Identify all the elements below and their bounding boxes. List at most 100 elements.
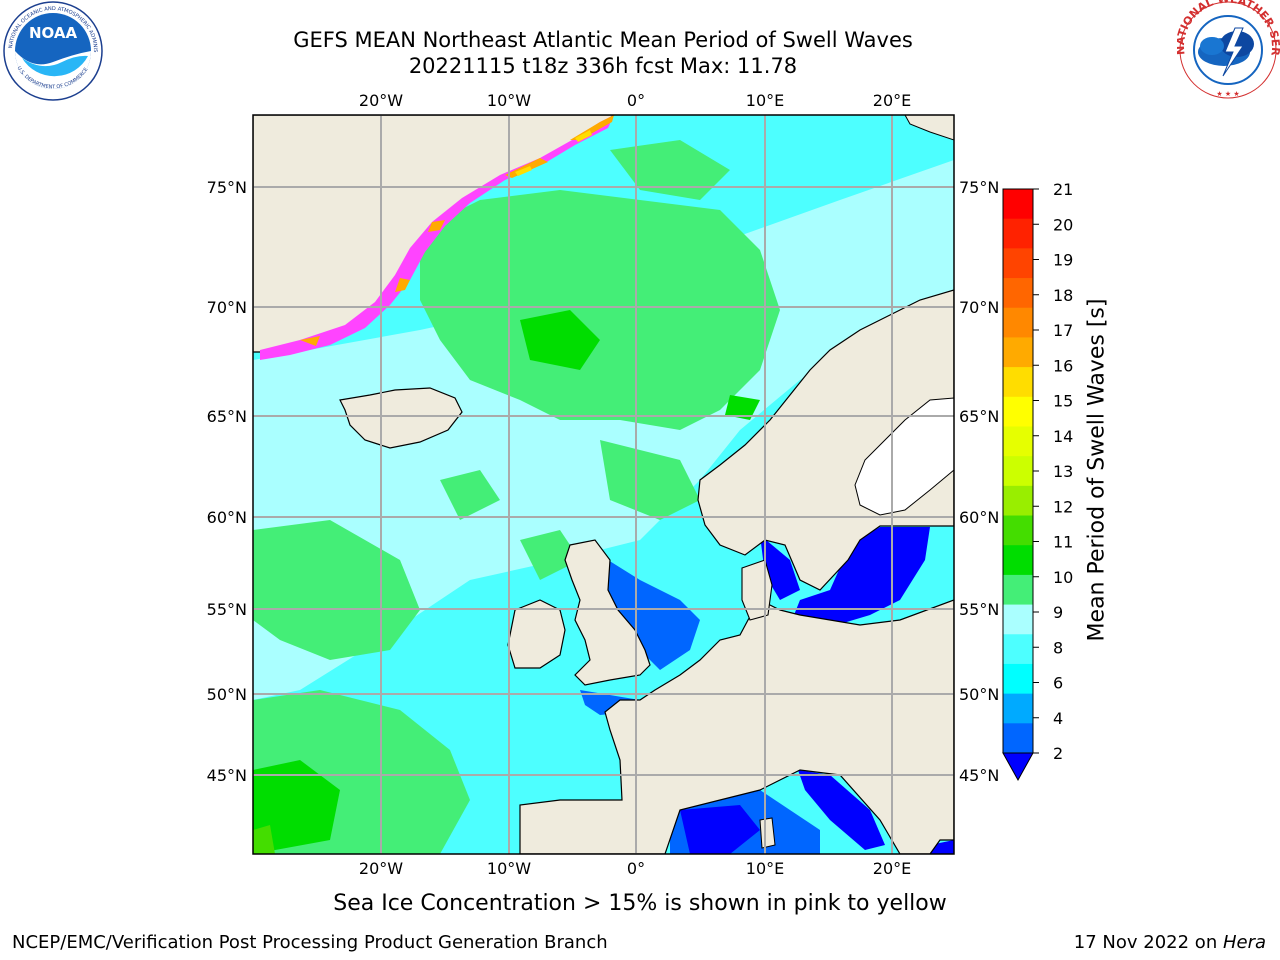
top-longitude-labels: 20°W 10°W 0° 10°E 20°E: [359, 91, 911, 110]
gridlines: [253, 115, 954, 854]
colorbar-segment: [1003, 574, 1033, 606]
lon-label: 10°W: [487, 859, 531, 878]
lon-label: 0°: [627, 859, 645, 878]
swell-10-11s-region: [520, 310, 600, 370]
swell-10-11s-region: [253, 760, 340, 854]
lat-label: 65°N: [959, 407, 999, 426]
colorbar-tick-label: 14: [1053, 427, 1073, 446]
sea-ice-note: Sea Ice Concentration > 15% is shown in …: [333, 891, 947, 916]
svg-text:★ ★ ★: ★ ★ ★: [1216, 90, 1239, 98]
colorbar-segment: [1003, 218, 1033, 249]
chart-subtitle: 20221115 t18z 336h fcst Max: 11.78: [408, 54, 798, 78]
footer-date: 17 Nov 2022 on Hera: [1074, 932, 1266, 954]
swell-0-2s-region: [680, 805, 760, 854]
swell-9-10s-region: [440, 470, 500, 520]
swell-10-11s-region: [725, 395, 760, 420]
lat-label: 45°N: [959, 766, 999, 785]
footer-host: Hera: [1222, 932, 1266, 953]
lon-label: 20°W: [359, 859, 403, 878]
footer-credit: NCEP/EMC/Verification Post Processing Pr…: [12, 932, 608, 953]
land-svalbard: [904, 115, 954, 141]
map-area: [253, 115, 954, 854]
lat-label: 70°N: [207, 298, 247, 317]
colorbar-tick-label: 13: [1053, 462, 1073, 481]
swell-9-10s-region: [520, 530, 580, 580]
national-weather-service-logo-icon: NATIONAL WEATHER SERVICE ★ ★ ★: [1177, 0, 1280, 99]
lat-label: 55°N: [207, 600, 247, 619]
noaa-logo-icon: NOAA NATIONAL OCEANIC AND ATMOSPHERIC AD…: [2, 0, 103, 101]
land-great-britain: [564, 539, 651, 686]
lat-label: 50°N: [207, 685, 247, 704]
lat-label: 50°N: [959, 685, 999, 704]
lat-label: 55°N: [959, 600, 999, 619]
colorbar-segment: [1003, 367, 1033, 398]
swell-0-2s-region: [798, 770, 885, 850]
colorbar-tick-label: 6: [1053, 674, 1063, 693]
right-latitude-labels: 75°N 70°N 65°N 60°N 55°N 50°N 45°N: [959, 178, 999, 785]
colorbar-segment: [1003, 189, 1033, 220]
lat-label: 60°N: [207, 508, 247, 527]
colorbar-label: Mean Period of Swell Waves [s]: [1084, 298, 1110, 642]
lon-label: 20°E: [873, 91, 911, 110]
colorbar-segment: [1003, 723, 1033, 754]
colorbar-tick-label: 19: [1053, 251, 1073, 270]
colorbar-segment: [1003, 426, 1033, 457]
lat-label: 70°N: [959, 298, 999, 317]
colorbar-segment: [1003, 307, 1033, 338]
land-iceland: [339, 387, 463, 449]
lon-label: 20°W: [359, 91, 403, 110]
colorbar-segment: [1003, 485, 1033, 517]
colorbar-tick-label: 8: [1053, 638, 1063, 657]
colorbar-tick-label: 17: [1053, 321, 1073, 340]
swell-9-10s-region: [610, 140, 730, 200]
colorbar-segment: [1003, 515, 1033, 546]
colorbar-segment: [1003, 663, 1033, 695]
lon-label: 10°E: [746, 859, 784, 878]
svg-text:NOAA: NOAA: [29, 24, 78, 42]
colorbar-segment: [1003, 693, 1033, 724]
colorbar-segment: [1003, 396, 1033, 427]
swell-9-10s-region: [253, 520, 420, 660]
colorbar-segment: [1003, 278, 1033, 309]
colorbar-tick-label: 18: [1053, 286, 1073, 305]
land-corsica: [759, 817, 776, 849]
lat-label: 60°N: [959, 508, 999, 527]
colorbar-tick-label: 20: [1053, 215, 1073, 234]
colorbar-tick-label: 4: [1053, 709, 1063, 728]
colorbar-segment: [1003, 604, 1033, 635]
colorbar-tick-label: 21: [1053, 180, 1073, 199]
colorbar-segment: [1003, 248, 1033, 279]
colorbar-tick-label: 10: [1053, 568, 1073, 587]
colorbar-segment: [1003, 456, 1033, 487]
swell-2-4s-region: [605, 560, 700, 670]
colorbar-segment: [1003, 337, 1033, 368]
lon-label: 10°E: [746, 91, 784, 110]
bottom-longitude-labels: 20°W 10°W 0° 10°E 20°E: [359, 859, 911, 878]
colorbar-tick-label: 9: [1053, 603, 1063, 622]
lat-label: 45°N: [207, 766, 247, 785]
swell-11-12s-region: [253, 825, 275, 854]
swell-0-2s-region: [760, 535, 800, 600]
lat-label: 75°N: [959, 178, 999, 197]
colorbar-extend-arrow: [1002, 752, 1034, 782]
colorbar-segment: [1003, 634, 1033, 665]
footer-date-text: 17 Nov 2022 on: [1073, 932, 1223, 953]
sea-ice-edge-yellow: [515, 130, 592, 176]
colorbar: 21 20 19 18 17 16 15 14 13 12 11 10 9 8 6 4 2: [1002, 180, 1073, 782]
lon-label: 20°E: [873, 859, 911, 878]
map-frame: [252, 114, 955, 855]
colorbar-tick-label: 16: [1053, 356, 1073, 375]
lon-label: 10°W: [487, 91, 531, 110]
land-ireland: [507, 599, 566, 669]
lat-label: 75°N: [207, 178, 247, 197]
colorbar-tick-label: 2: [1053, 744, 1063, 763]
left-latitude-labels: 75°N 70°N 65°N 60°N 55°N 50°N 45°N: [207, 178, 247, 785]
colorbar-tick-label: 15: [1053, 392, 1073, 411]
colorbar-tick-label: 12: [1053, 497, 1073, 516]
land-denmark: [741, 559, 773, 621]
colorbar-tick-label: 11: [1053, 533, 1073, 552]
swell-0-2s-region: [790, 527, 930, 630]
chart-title: GEFS MEAN Northeast Atlantic Mean Period…: [293, 28, 913, 52]
swell-9-10s-region: [600, 440, 700, 520]
